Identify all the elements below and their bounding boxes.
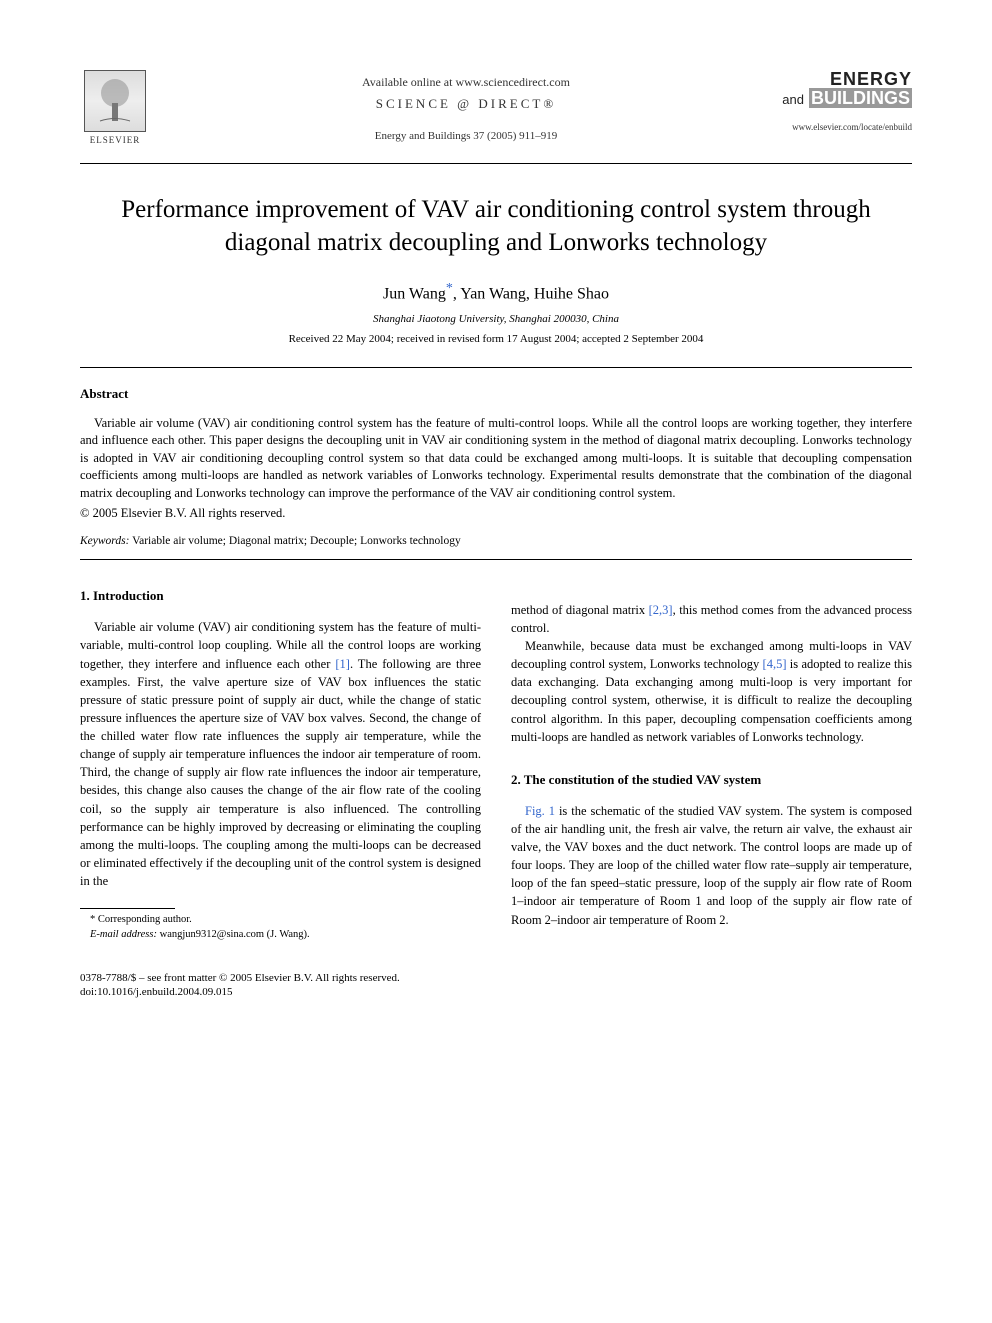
figure-link-1[interactable]: Fig. 1 (525, 804, 555, 818)
authors-line: Jun Wang*, Yan Wang, Huihe Shao (80, 281, 912, 303)
available-online-text: Available online at www.sciencedirect.co… (150, 75, 782, 90)
header-divider (80, 163, 912, 164)
author-pre: Jun Wang (383, 285, 446, 302)
keywords-line: Keywords: Variable air volume; Diagonal … (80, 535, 912, 547)
copyright-line: © 2005 Elsevier B.V. All rights reserved… (80, 506, 912, 521)
header-center: Available online at www.sciencedirect.co… (150, 70, 782, 142)
email-footnote: E-mail address: wangjun9312@sina.com (J.… (80, 928, 481, 943)
section-2-heading: 2. The constitution of the studied VAV s… (511, 772, 912, 788)
affiliation: Shanghai Jiaotong University, Shanghai 2… (80, 313, 912, 325)
abstract-heading: Abstract (80, 386, 912, 402)
footnote-divider (80, 908, 175, 909)
journal-cover-box: ENERGY and BUILDINGS www.elsevier.com/lo… (782, 70, 912, 132)
section-1-continuation: method of diagonal matrix [2,3], this me… (511, 601, 912, 637)
journal-title-line2: BUILDINGS (809, 88, 912, 108)
publisher-logo: ELSEVIER (80, 70, 150, 155)
footer-doi: doi:10.1016/j.enbuild.2004.09.015 (80, 985, 481, 999)
journal-title: ENERGY and BUILDINGS (782, 70, 912, 108)
citation-link-2-3[interactable]: [2,3] (649, 603, 673, 617)
keywords-label: Keywords: (80, 535, 129, 547)
citation-link-4-5[interactable]: [4,5] (763, 657, 787, 671)
sec2-para-post: is the schematic of the studied VAV syst… (511, 804, 912, 927)
elsevier-tree-icon (84, 70, 146, 132)
journal-title-line1: ENERGY (830, 69, 912, 89)
abstract-text: Variable air volume (VAV) air conditioni… (80, 415, 912, 503)
journal-reference: Energy and Buildings 37 (2005) 911–919 (150, 130, 782, 142)
abstract-bottom-divider (80, 559, 912, 560)
publisher-name: ELSEVIER (90, 135, 141, 145)
two-column-body: 1. Introduction Variable air volume (VAV… (80, 588, 912, 999)
left-column: 1. Introduction Variable air volume (VAV… (80, 588, 481, 999)
section-spacer (511, 746, 912, 772)
section-2-para-1: Fig. 1 is the schematic of the studied V… (511, 802, 912, 929)
corresponding-footnote: * Corresponding author. (80, 913, 481, 928)
section-1-heading: 1. Introduction (80, 588, 481, 604)
right-column: method of diagonal matrix [2,3], this me… (511, 588, 912, 999)
citation-link-1[interactable]: [1] (335, 657, 350, 671)
article-page: ELSEVIER Available online at www.science… (0, 0, 992, 1059)
footer-issn: 0378-7788/$ – see front matter © 2005 El… (80, 971, 481, 985)
email-label: E-mail address: (90, 929, 157, 940)
author-post: , Yan Wang, Huihe Shao (453, 285, 609, 302)
journal-url: www.elsevier.com/locate/enbuild (782, 122, 912, 132)
para-text-post: . The following are three examples. Firs… (80, 657, 481, 889)
email-text: wangjun9312@sina.com (J. Wang). (157, 929, 310, 940)
section-1-para-1: Variable air volume (VAV) air conditioni… (80, 618, 481, 890)
article-title: Performance improvement of VAV air condi… (110, 194, 882, 259)
cont-pre: method of diagonal matrix (511, 603, 649, 617)
header-row: ELSEVIER Available online at www.science… (80, 70, 912, 155)
keywords-text: Variable air volume; Diagonal matrix; De… (129, 535, 460, 547)
corresponding-star-icon[interactable]: * (446, 281, 453, 296)
section-1-para-2: Meanwhile, because data must be exchange… (511, 637, 912, 746)
journal-title-and: and (782, 92, 804, 107)
science-direct-logo: SCIENCE @ DIRECT® (150, 96, 782, 112)
article-dates: Received 22 May 2004; received in revise… (80, 333, 912, 345)
abstract-top-divider (80, 367, 912, 368)
